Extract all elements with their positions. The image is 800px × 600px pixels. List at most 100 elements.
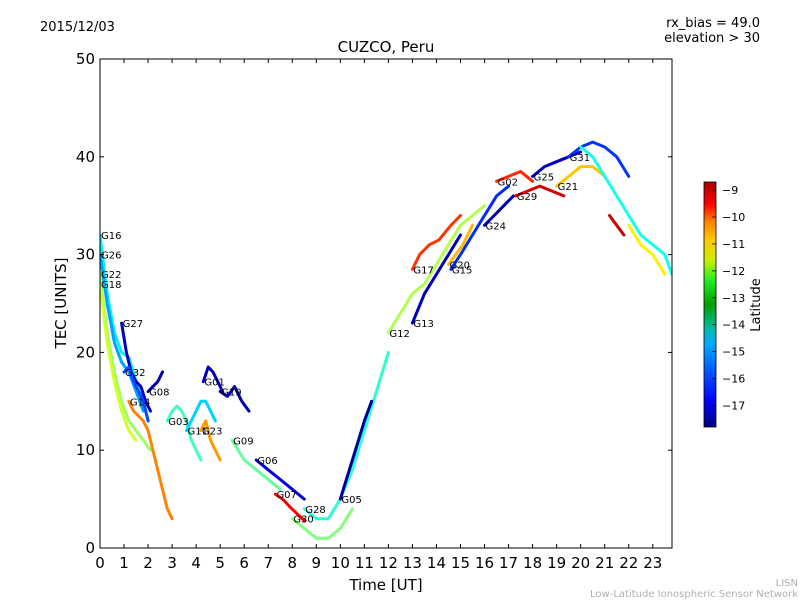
y-axis-label: TEC [UNITS] bbox=[52, 258, 70, 350]
x-tick-label: 13 bbox=[403, 554, 422, 572]
x-tick-label: 21 bbox=[595, 554, 614, 572]
x-axis: 0 1 2 3 4 5 6 7 8 9 10 11 12 13 14 15 16 17 18 19 20 21 22 23 bbox=[95, 59, 662, 572]
series-line-late-1 bbox=[579, 145, 672, 276]
x-tick-label: 3 bbox=[167, 554, 177, 572]
y-tick-label: 10 bbox=[76, 441, 95, 459]
series-line-g19 bbox=[218, 385, 251, 413]
satellite-label: G18 bbox=[101, 280, 121, 291]
colorbar-tick-label: −15 bbox=[722, 346, 745, 359]
satellite-label: G20 bbox=[449, 260, 469, 271]
x-tick-label: 7 bbox=[263, 554, 273, 572]
satellite-label: G03 bbox=[168, 417, 188, 428]
satellite-label: G16 bbox=[101, 231, 121, 242]
series-line-late-3 bbox=[627, 223, 667, 276]
x-tick-label: 8 bbox=[287, 554, 297, 572]
satellite-label: G25 bbox=[534, 172, 554, 183]
x-tick-label: 1 bbox=[119, 554, 129, 572]
series-line-g15 bbox=[449, 184, 511, 271]
series-line-g06 bbox=[254, 458, 306, 501]
series-line-g32 bbox=[122, 365, 150, 423]
colorbar bbox=[703, 181, 717, 428]
colorbar-tick-label: −12 bbox=[722, 265, 745, 278]
x-tick-label: 9 bbox=[312, 554, 322, 572]
annotation-rx-bias: rx_bias = 49.0 bbox=[666, 16, 760, 31]
colorbar-ticks: −9 −10 −11 −12 −13 −14 −15 −16 −17 bbox=[712, 184, 745, 412]
colorbar-tick-label: −14 bbox=[722, 319, 745, 332]
x-axis-label: Time [UT] bbox=[348, 576, 422, 594]
series-line-g27 bbox=[120, 321, 152, 413]
satellite-label: G09 bbox=[233, 436, 253, 447]
colorbar-tick-label: −16 bbox=[722, 373, 745, 386]
series-layer bbox=[100, 140, 672, 540]
x-tick-label: 20 bbox=[571, 554, 590, 572]
satellite-label: G15 bbox=[452, 265, 472, 276]
series-line-g07 bbox=[273, 492, 306, 523]
satellite-label: G30 bbox=[293, 515, 313, 526]
colorbar-label: Latitude bbox=[749, 278, 764, 332]
series-line-g23 bbox=[199, 419, 222, 462]
x-tick-label: 17 bbox=[499, 554, 518, 572]
series-line-g20 bbox=[447, 223, 474, 266]
plot-frame bbox=[99, 58, 673, 549]
y-tick-label: 30 bbox=[76, 246, 95, 264]
series-line-g01 bbox=[201, 365, 225, 393]
series-line-g11 bbox=[185, 399, 217, 433]
series-line-g02 bbox=[495, 170, 535, 183]
x-tick-label: 18 bbox=[523, 554, 542, 572]
satellite-label: G01 bbox=[204, 378, 224, 389]
x-tick-label: 10 bbox=[331, 554, 350, 572]
y-tick-label: 40 bbox=[76, 148, 95, 166]
satellite-label: G21 bbox=[558, 182, 578, 193]
x-tick-label: 4 bbox=[191, 554, 201, 572]
series-line-g13 bbox=[410, 233, 462, 325]
satellite-label: G32 bbox=[125, 368, 145, 379]
annotation-elevation: elevation > 30 bbox=[664, 31, 760, 46]
colorbar-tick-label: −9 bbox=[722, 184, 738, 197]
satellite-label: G28 bbox=[305, 505, 325, 516]
satellite-label: G27 bbox=[123, 319, 143, 330]
series-line-g05 bbox=[338, 399, 374, 501]
series-line-g18 bbox=[100, 282, 138, 442]
satellite-label: G14 bbox=[130, 397, 150, 408]
series-line-g17 bbox=[410, 214, 462, 271]
colorbar-tick-label: −13 bbox=[722, 292, 745, 305]
series-line-g29 bbox=[514, 184, 566, 198]
series-line-g31 bbox=[567, 140, 631, 178]
x-tick-label: 12 bbox=[379, 554, 398, 572]
x-tick-label: 16 bbox=[475, 554, 494, 572]
satellite-label: G11 bbox=[188, 427, 208, 438]
date-label: 2015/12/03 bbox=[40, 20, 115, 35]
y-tick-label: 20 bbox=[76, 343, 95, 361]
satellite-label: G05 bbox=[341, 495, 361, 506]
series-line-g24 bbox=[483, 194, 515, 227]
series-line-g26 bbox=[100, 253, 145, 413]
colorbar-tick-label: −11 bbox=[722, 238, 745, 251]
x-tick-label: 6 bbox=[239, 554, 249, 572]
x-tick-label: 0 bbox=[95, 554, 105, 572]
series-line-g14 bbox=[127, 399, 174, 521]
satellite-label: G07 bbox=[276, 490, 296, 501]
satellite-label: G13 bbox=[413, 319, 433, 330]
series-line-g28 bbox=[302, 350, 390, 521]
colorbar-tick-label: −10 bbox=[722, 211, 745, 224]
y-tick-label: 0 bbox=[85, 539, 95, 557]
satellite-label: G08 bbox=[149, 388, 169, 399]
series-line-late-2 bbox=[608, 214, 626, 237]
satellite-label: G29 bbox=[517, 192, 537, 203]
series-line-g03 bbox=[165, 404, 203, 462]
satellite-label: G22 bbox=[101, 270, 121, 281]
x-tick-label: 19 bbox=[547, 554, 566, 572]
x-tick-label: 11 bbox=[355, 554, 374, 572]
colorbar-tick-label: −17 bbox=[722, 399, 745, 412]
satellite-label: G17 bbox=[413, 265, 433, 276]
y-tick-label: 50 bbox=[76, 50, 95, 68]
x-tick-label: 14 bbox=[427, 554, 446, 572]
x-tick-label: 15 bbox=[451, 554, 470, 572]
satellite-label: G31 bbox=[570, 153, 590, 164]
satellite-label: G26 bbox=[101, 251, 121, 262]
series-line-g22 bbox=[100, 272, 152, 452]
chart-title: CUZCO, Peru bbox=[338, 38, 435, 56]
series-line-g09 bbox=[230, 438, 282, 491]
